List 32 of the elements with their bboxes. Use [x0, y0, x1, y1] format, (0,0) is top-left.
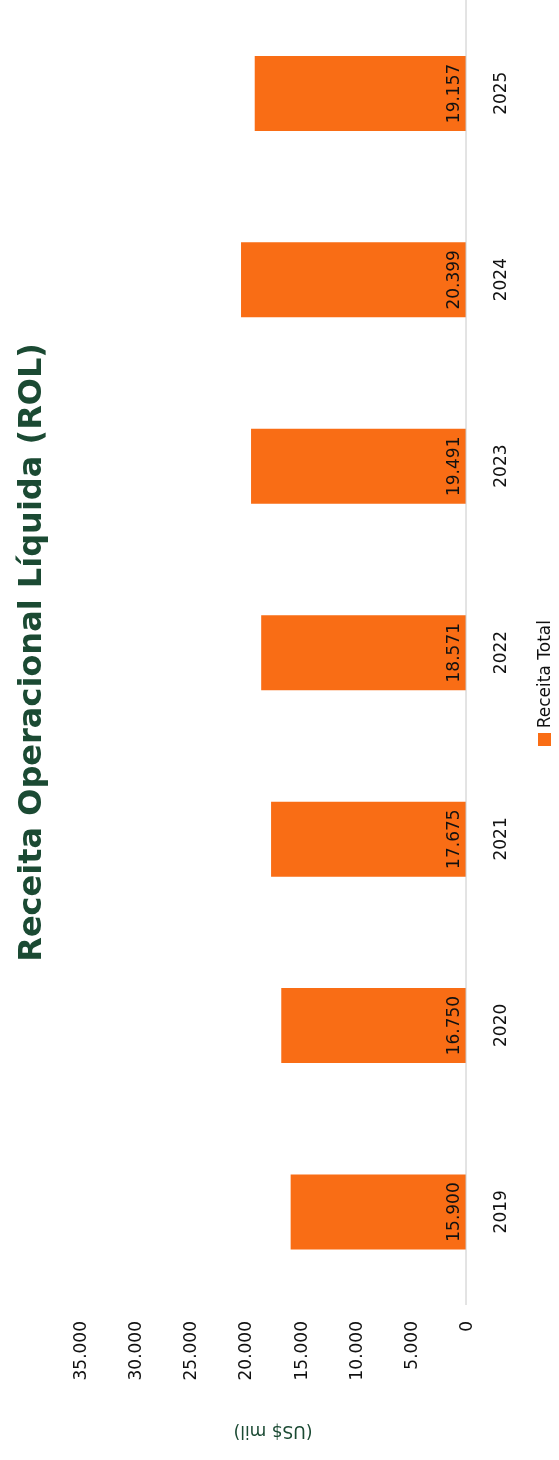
x-tick-label: 30.000	[125, 1321, 146, 1381]
bar	[241, 242, 466, 318]
x-tick-label: 5.000	[400, 1321, 421, 1370]
bar	[261, 615, 466, 691]
x-tick-label: 35.000	[69, 1321, 90, 1381]
data-label: 19.157	[442, 63, 463, 124]
x-axis-title: (US$ mil)	[233, 1422, 313, 1443]
y-tick-label: 2020	[489, 1003, 510, 1047]
y-tick-label: 2023	[489, 444, 510, 488]
text: Receita Total	[534, 620, 554, 729]
data-label: 15.900	[442, 1182, 463, 1242]
x-tick-label: 20.000	[235, 1321, 256, 1381]
x-tick-label: 15.000	[290, 1321, 311, 1381]
y-tick-label: 2022	[489, 630, 510, 675]
bar	[271, 801, 466, 877]
y-tick-label: 2025	[489, 71, 510, 115]
data-label: 17.675	[442, 809, 463, 869]
bar	[281, 988, 466, 1064]
y-tick-label: 2019	[489, 1190, 510, 1234]
data-label: 16.750	[442, 995, 463, 1056]
bar	[290, 1174, 466, 1250]
x-tick-label: 10.000	[345, 1321, 366, 1381]
x-tick-label: 0	[455, 1321, 476, 1332]
text: Receita Operacional Líquida (ROL)	[11, 343, 49, 962]
x-tick-label: 25.000	[180, 1321, 201, 1381]
y-tick-label: 2024	[489, 258, 510, 302]
data-label: 18.571	[442, 622, 463, 683]
y-tick-label: 2021	[489, 817, 510, 861]
bar	[254, 55, 466, 131]
data-label: 19.491	[442, 436, 463, 497]
bar	[251, 428, 466, 504]
data-label: 20.399	[442, 250, 463, 310]
